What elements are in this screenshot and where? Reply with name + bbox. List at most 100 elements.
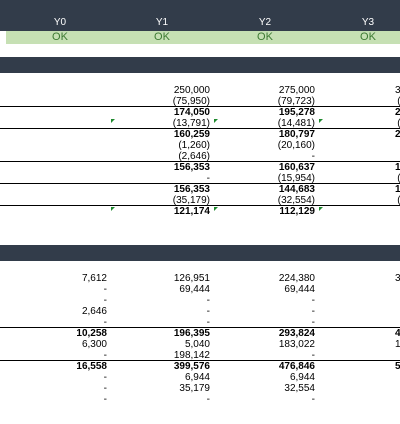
table-cell[interactable]: 132, <box>360 206 400 217</box>
table-cell[interactable]: 2,646 <box>81 306 107 317</box>
table-cell[interactable]: - <box>103 383 107 394</box>
table-cell[interactable]: (1,260) <box>178 140 210 151</box>
table-cell[interactable]: 347,7 <box>394 273 400 284</box>
table-cell[interactable]: 170,5 <box>394 184 400 195</box>
table-cell[interactable]: 180,797 <box>278 129 315 140</box>
status-ok-y2: OK <box>257 31 273 43</box>
table-cell[interactable]: (79,723) <box>277 96 315 107</box>
comment-indicator[interactable] <box>111 119 115 123</box>
table-row: - 35,179 32,554 38,4 <box>0 383 400 394</box>
table-cell[interactable]: 195,278 <box>278 107 315 118</box>
table-cell[interactable]: 69,444 <box>179 284 210 295</box>
table-cell[interactable]: - <box>103 372 107 383</box>
table-cell[interactable]: 224,380 <box>278 273 315 284</box>
comment-indicator[interactable] <box>319 119 323 123</box>
table-cell[interactable]: - <box>206 394 210 405</box>
table-cell[interactable]: - <box>311 317 315 328</box>
table-cell[interactable]: 160,637 <box>278 162 315 173</box>
table-cell[interactable]: 275,000 <box>278 85 315 96</box>
table-cell[interactable]: 399,576 <box>173 361 210 372</box>
table-cell[interactable]: 10,258 <box>76 328 107 339</box>
table-row: (2,646) - <box>0 151 400 162</box>
table-cell[interactable]: 183,022 <box>278 339 315 350</box>
table-cell[interactable]: (83,6 <box>360 96 400 107</box>
table-cell[interactable]: 112,129 <box>279 206 315 217</box>
section-header-bar-2 <box>0 245 400 261</box>
table-cell[interactable]: 416,6 <box>394 328 400 339</box>
table-cell[interactable]: (15,954) <box>277 173 315 184</box>
table-cell[interactable]: 6,944 <box>184 372 210 383</box>
table-cell[interactable]: - <box>103 317 107 328</box>
year-header-y3: Y3 <box>361 17 375 28</box>
table-row: - (15,954) (12,8 <box>0 173 400 184</box>
total-rule <box>0 360 400 361</box>
table-cell[interactable]: (20, <box>360 140 400 151</box>
table-cell[interactable]: 38,4 <box>360 383 400 394</box>
comment-indicator[interactable] <box>214 207 218 211</box>
table-row: 160,259 180,797 203,6 <box>0 129 400 140</box>
table-cell[interactable]: 156,353 <box>173 184 210 195</box>
table-cell[interactable]: 476,846 <box>278 361 315 372</box>
table-cell[interactable]: 16,558 <box>76 361 107 372</box>
comment-indicator[interactable] <box>111 207 115 211</box>
table-cell[interactable]: - <box>311 295 315 306</box>
table-row: - 198,142 - <box>0 350 400 361</box>
table-cell[interactable]: - <box>103 394 107 405</box>
comment-indicator[interactable] <box>319 207 323 211</box>
table-cell[interactable]: 196,395 <box>173 328 210 339</box>
table-cell[interactable]: 160,259 <box>173 129 210 140</box>
table-cell[interactable]: (14,481) <box>277 118 315 129</box>
table-cell[interactable]: - <box>103 284 107 295</box>
table-cell[interactable]: 293,824 <box>278 328 315 339</box>
table-cell[interactable]: 144,683 <box>278 184 315 195</box>
table-cell[interactable]: - <box>311 306 315 317</box>
table-cell[interactable]: (12,8 <box>360 173 400 184</box>
table-cell[interactable]: (20,160) <box>277 140 315 151</box>
table-cell[interactable]: 203,6 <box>394 129 400 140</box>
table-cell[interactable]: 198,142 <box>173 350 210 361</box>
total-rule <box>0 205 400 206</box>
table-row: (35,179) (32,554) (38,4 <box>0 195 400 206</box>
table-cell[interactable]: 174,050 <box>173 107 210 118</box>
table-cell[interactable]: - <box>206 317 210 328</box>
table-cell[interactable]: 218,8 <box>394 107 400 118</box>
table-cell[interactable]: 302,9 <box>394 85 400 96</box>
comment-indicator[interactable] <box>214 119 218 123</box>
table-cell[interactable]: (2,646) <box>178 151 210 162</box>
table-cell[interactable]: - <box>311 151 315 162</box>
table-cell[interactable]: 162,8 <box>394 339 400 350</box>
table-cell[interactable]: - <box>311 394 315 405</box>
table-row: 16,558 399,576 476,846 579,6 <box>0 361 400 372</box>
table-cell[interactable]: - <box>206 295 210 306</box>
table-cell[interactable]: (35,179) <box>172 195 210 206</box>
table-cell[interactable]: 32,554 <box>284 383 315 394</box>
table-row: - 69,444 69,444 69,4 <box>0 284 400 295</box>
table-cell[interactable]: - <box>103 350 107 361</box>
table-cell[interactable]: 121,174 <box>173 206 210 217</box>
table-cell[interactable]: 579,6 <box>394 361 400 372</box>
table-cell[interactable]: 6,300 <box>81 339 107 350</box>
table-cell[interactable]: - <box>103 295 107 306</box>
table-cell[interactable]: 6,9 <box>360 372 400 383</box>
table-row: 6,300 5,040 183,022 162,8 <box>0 339 400 350</box>
year-header-y2: Y2 <box>258 17 272 28</box>
table-cell[interactable]: 156,353 <box>173 162 210 173</box>
table-cell[interactable]: 35,179 <box>179 383 210 394</box>
table-cell[interactable]: (32,554) <box>277 195 315 206</box>
status-ok-y0: OK <box>52 31 68 43</box>
table-cell[interactable]: (13,791) <box>172 118 210 129</box>
table-cell[interactable]: 6,944 <box>289 372 315 383</box>
table-cell[interactable]: 250,000 <box>173 85 210 96</box>
table-cell[interactable]: - <box>206 173 210 184</box>
table-cell[interactable]: 69,444 <box>284 284 315 295</box>
table-cell[interactable]: (75,950) <box>172 96 210 107</box>
table-cell[interactable]: 183,4 <box>394 162 400 173</box>
table-cell[interactable]: (38,4 <box>360 195 400 206</box>
table-cell[interactable]: - <box>311 350 315 361</box>
table-cell[interactable]: - <box>206 306 210 317</box>
table-cell[interactable]: 7,612 <box>81 273 107 284</box>
table-cell[interactable]: 5,040 <box>184 339 210 350</box>
table-cell[interactable]: (15,2 <box>360 118 400 129</box>
table-cell[interactable]: 126,951 <box>173 273 210 284</box>
table-cell[interactable]: 69,4 <box>360 284 400 295</box>
